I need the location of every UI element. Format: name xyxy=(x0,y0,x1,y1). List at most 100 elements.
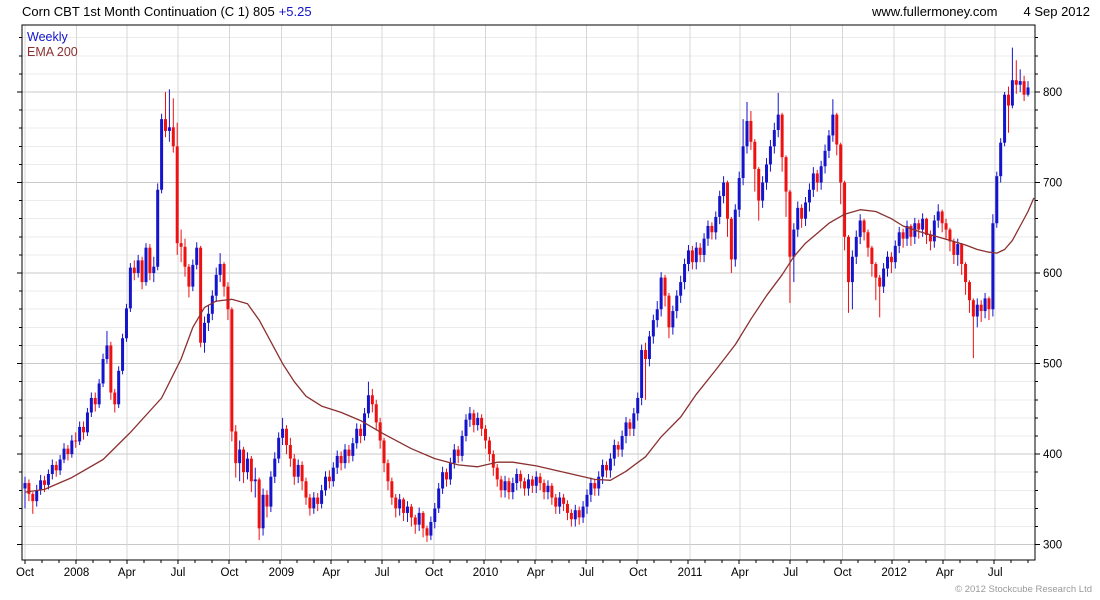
candle-down xyxy=(495,464,499,487)
candle-body xyxy=(179,243,183,247)
candle-body xyxy=(667,295,671,328)
candle-body xyxy=(398,499,402,509)
candle-body xyxy=(121,338,125,371)
candle-body xyxy=(573,510,577,520)
candle-up xyxy=(718,190,722,225)
candle-down xyxy=(163,91,167,138)
candle-down xyxy=(132,260,136,281)
candle-body xyxy=(327,476,331,482)
candle-up xyxy=(195,242,199,270)
candle-body xyxy=(230,309,234,432)
candle-down xyxy=(780,112,784,172)
candle-body xyxy=(714,216,718,233)
candle-down xyxy=(409,503,413,527)
candle-up xyxy=(97,378,101,408)
candle-body xyxy=(765,164,769,183)
candle-body xyxy=(733,209,737,260)
candle-body xyxy=(542,483,546,493)
website-link[interactable]: www.fullermoney.com xyxy=(872,4,998,19)
candle-up xyxy=(468,407,472,427)
candle-down xyxy=(550,483,554,505)
candle-down xyxy=(889,252,893,274)
candle-up xyxy=(85,407,89,436)
candle-body xyxy=(82,426,86,433)
candle-up xyxy=(405,501,409,522)
candle-up xyxy=(655,301,659,328)
candle-body xyxy=(519,474,523,482)
candle-body xyxy=(152,266,156,274)
candle-body xyxy=(893,245,897,263)
candle-body xyxy=(101,359,105,384)
candle-body xyxy=(163,119,167,131)
candle-up xyxy=(975,298,979,328)
candle-up xyxy=(620,430,624,457)
candle-body xyxy=(870,247,874,264)
candle-body xyxy=(476,417,480,426)
candle-down xyxy=(964,262,968,295)
candle-body xyxy=(589,483,593,495)
candle-up xyxy=(745,101,749,154)
y-axis-label: 600 xyxy=(1043,268,1062,280)
candle-body xyxy=(562,497,566,504)
candle-down xyxy=(327,470,331,489)
candle-down xyxy=(27,479,31,502)
candle-body xyxy=(386,463,390,482)
candle-up xyxy=(640,344,644,406)
candle-body xyxy=(530,479,534,486)
candle-up xyxy=(167,89,171,142)
candle-body xyxy=(819,166,823,183)
candle-down xyxy=(308,493,312,516)
candle-up xyxy=(733,204,737,267)
candle-up xyxy=(448,457,452,485)
candle-body xyxy=(249,458,253,482)
candle-down xyxy=(249,455,253,493)
candle-down xyxy=(710,222,714,240)
candle-body xyxy=(511,483,515,493)
candle-up xyxy=(905,220,909,246)
candle-up xyxy=(464,414,468,442)
candle-body xyxy=(698,247,702,255)
candle-up xyxy=(850,250,854,310)
candle-up xyxy=(761,176,765,208)
y-axis-label: 400 xyxy=(1043,449,1062,461)
candle-body xyxy=(605,464,609,471)
candle-down xyxy=(971,298,975,359)
candle-up xyxy=(706,220,710,246)
copyright-notice: © 2012 Stockcube Research Ltd xyxy=(955,584,1092,595)
candle-down xyxy=(187,263,191,298)
candle-down xyxy=(140,256,144,290)
candle-body xyxy=(234,431,238,464)
candle-body xyxy=(487,440,491,455)
candle-body xyxy=(218,263,222,275)
candle-body xyxy=(811,173,815,190)
candle-body xyxy=(175,146,179,244)
gridlines-layer xyxy=(22,25,1035,560)
ema-200-line xyxy=(24,197,1035,493)
candle-body xyxy=(503,481,507,491)
candle-body xyxy=(117,370,121,405)
candle-body xyxy=(722,182,726,197)
candle-down xyxy=(753,139,757,192)
candle-body xyxy=(1014,80,1018,85)
candle-up xyxy=(335,450,339,475)
candle-body xyxy=(269,476,273,507)
candle-down xyxy=(519,470,523,489)
candle-body xyxy=(316,497,320,504)
candle-body xyxy=(741,146,745,178)
candle-body xyxy=(39,480,43,491)
legend-ema-label: EMA 200 xyxy=(27,45,78,59)
candle-body xyxy=(593,483,597,489)
candle-body xyxy=(804,202,808,219)
candle-up xyxy=(105,330,109,364)
candle-body xyxy=(284,428,288,446)
candle-body xyxy=(210,295,214,314)
candle-body xyxy=(370,395,374,405)
candle-body xyxy=(195,247,199,265)
candle-body xyxy=(788,191,792,257)
candle-body xyxy=(967,282,971,301)
y-axis-label: 800 xyxy=(1043,87,1062,99)
candle-up xyxy=(679,275,683,303)
candle-body xyxy=(835,114,839,145)
candle-body xyxy=(901,232,905,239)
